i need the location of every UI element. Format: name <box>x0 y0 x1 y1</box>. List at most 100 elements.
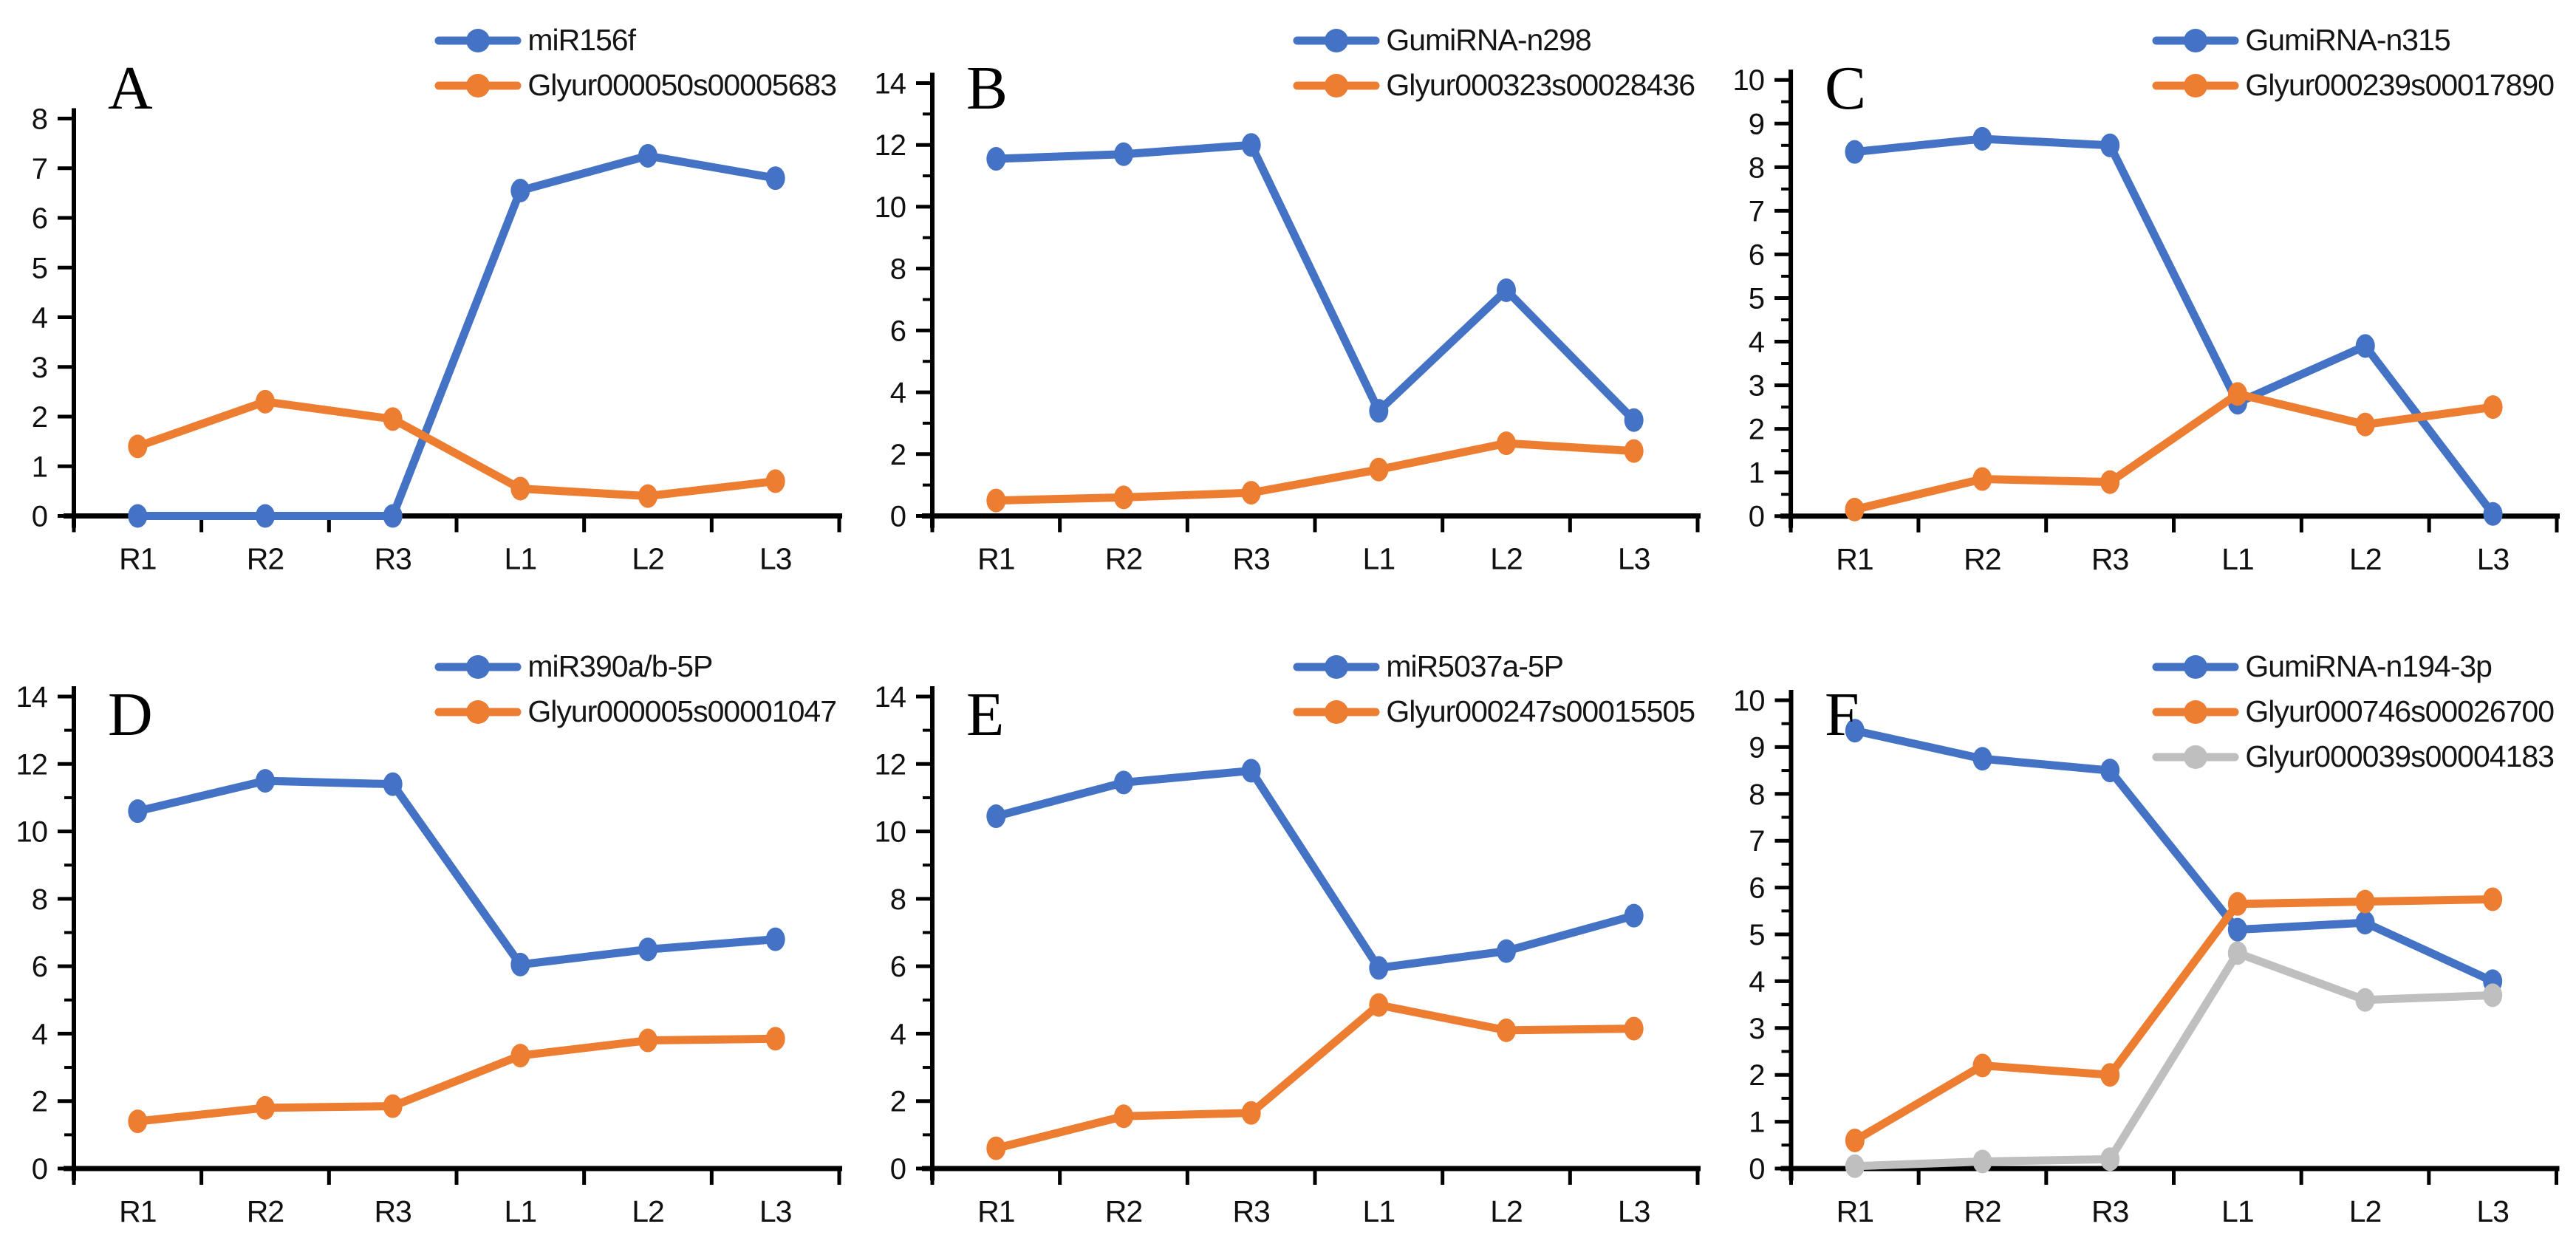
x-tick-label: L1 <box>505 1194 537 1228</box>
y-tick-label: 0 <box>1749 1153 1764 1186</box>
series-orange <box>1845 887 2503 1152</box>
y-tick-label: 12 <box>875 748 906 781</box>
data-point-marker <box>128 1109 148 1134</box>
y-tick-label: 0 <box>32 1153 47 1186</box>
data-point-marker <box>128 504 148 528</box>
data-point-marker <box>2100 1063 2120 1087</box>
series-line <box>133 397 780 501</box>
data-point-marker <box>1845 497 1865 521</box>
y-tick-label: 4 <box>1749 965 1765 998</box>
legend-label: GumiRNA-n298 <box>1386 23 1591 57</box>
y-tick-label: 9 <box>1749 108 1764 140</box>
legend-dot <box>466 73 491 98</box>
data-point-marker <box>2483 502 2503 526</box>
y-tick-label: 0 <box>890 1153 906 1186</box>
data-point-marker <box>986 488 1006 513</box>
y-tick-label: 14 <box>875 68 906 100</box>
y-tick-label: 3 <box>1749 1013 1764 1045</box>
data-point-marker <box>256 389 275 414</box>
legend: GumiRNA-n315 Glyur000239s00017890 <box>2152 25 2555 100</box>
x-tick-label: L1 <box>1363 1194 1395 1228</box>
x-axis-ticks: R1 R2 R3 L1 L2 L3 <box>1788 516 2559 576</box>
data-point-marker <box>1497 278 1516 302</box>
axes <box>1780 69 2560 528</box>
legend-label: GumiRNA-n194-3p <box>2245 649 2493 683</box>
legend-marker-icon <box>434 28 522 52</box>
y-tick-label: 4 <box>32 302 48 335</box>
x-axis-ticks: R1 R2 R3 L1 L2 L3 <box>930 1169 1700 1228</box>
y-tick-label: 2 <box>32 1086 47 1118</box>
panel-label: B <box>966 54 1008 123</box>
legend-dot <box>1325 699 1349 724</box>
series-line <box>991 140 1639 425</box>
x-tick-label: R2 <box>247 542 284 576</box>
x-tick-label: L1 <box>505 542 537 576</box>
y-tick-label: 10 <box>875 191 906 224</box>
data-point-marker <box>510 476 530 501</box>
data-point-marker <box>510 952 530 976</box>
legend-label: Glyur000005s00001047 <box>527 694 837 728</box>
legend-dot <box>1325 73 1349 98</box>
data-point-marker <box>638 937 657 962</box>
x-tick-label: R3 <box>1232 1194 1269 1228</box>
x-tick-label: R2 <box>1105 1194 1142 1228</box>
data-point-marker <box>510 1044 530 1068</box>
x-tick-label: R2 <box>247 1194 284 1228</box>
data-point-marker <box>256 504 275 528</box>
y-tick-label: 8 <box>32 883 47 916</box>
y-axis-ticks: 0 1 2 3 4 5 6 7 8 9 10 <box>1733 685 1791 1186</box>
series-blue <box>1845 126 2503 526</box>
series-line <box>1851 894 2497 1145</box>
y-tick-label: 8 <box>890 883 906 916</box>
series-line <box>991 1001 1639 1153</box>
x-tick-label: L2 <box>632 542 664 576</box>
x-tick-label: L1 <box>2221 542 2254 576</box>
legend-entry: GumiRNA-n194-3p <box>2152 649 2493 683</box>
y-axis-ticks: 0 2 4 6 8 10 12 14 <box>16 681 74 1186</box>
data-point-marker <box>2355 988 2375 1012</box>
y-tick-label: 10 <box>1733 685 1765 717</box>
series-line <box>133 776 780 969</box>
x-tick-label: R3 <box>374 1194 411 1228</box>
legend-label: Glyur000050s00005683 <box>527 68 837 102</box>
y-tick-label: 14 <box>16 681 48 714</box>
legend: GumiRNA-n194-3p Glyur000746s00026700 Glyur… <box>2152 649 2555 772</box>
y-tick-label: 0 <box>1749 501 1764 533</box>
y-axis-ticks: 0 1 2 3 4 5 6 7 8 9 10 <box>1733 64 1791 533</box>
line-chart: 0 1 2 3 4 5 6 7 8 R1 R2 R3 L1 L2 L3 <box>32 103 842 576</box>
y-tick-label: 1 <box>1749 1106 1764 1139</box>
x-tick-label: R1 <box>977 542 1014 576</box>
legend-entry: Glyur000039s00004183 <box>2152 742 2555 772</box>
x-tick-label: R2 <box>1105 542 1142 576</box>
y-tick-label: 8 <box>1749 779 1764 811</box>
y-tick-label: 6 <box>1749 239 1764 271</box>
data-point-marker <box>2355 911 2375 935</box>
legend-marker-icon <box>2152 745 2239 769</box>
data-point-marker <box>256 769 275 793</box>
x-tick-label: L1 <box>2221 1194 2254 1228</box>
x-axis-ticks: R1 R2 R3 L1 L2 L3 <box>1789 1169 2558 1228</box>
y-tick-label: 2 <box>890 1086 906 1118</box>
data-point-marker <box>383 772 403 796</box>
panel-label: D <box>108 680 153 749</box>
data-point-marker <box>128 799 148 824</box>
data-point-marker <box>2100 1147 2120 1171</box>
legend-label: Glyur000323s00028436 <box>1386 68 1695 102</box>
legend: miR156f Glyur000050s00005683 <box>434 25 837 102</box>
legend-dot <box>2184 28 2208 52</box>
legend-dot <box>2184 73 2208 98</box>
data-point-marker <box>1624 1016 1644 1041</box>
x-tick-label: R3 <box>1232 542 1269 576</box>
x-tick-label: L3 <box>2477 542 2510 576</box>
y-tick-label: 5 <box>32 252 47 284</box>
y-tick-label: 8 <box>32 103 47 136</box>
series-blue <box>986 133 1644 432</box>
series-line <box>133 1034 780 1126</box>
legend-dot <box>1325 28 1349 52</box>
data-point-marker <box>638 484 657 508</box>
data-point-marker <box>256 1095 275 1120</box>
x-tick-label: L3 <box>759 1194 792 1228</box>
series-blue <box>128 769 785 976</box>
data-point-marker <box>1369 956 1389 980</box>
y-tick-label: 7 <box>32 153 47 185</box>
